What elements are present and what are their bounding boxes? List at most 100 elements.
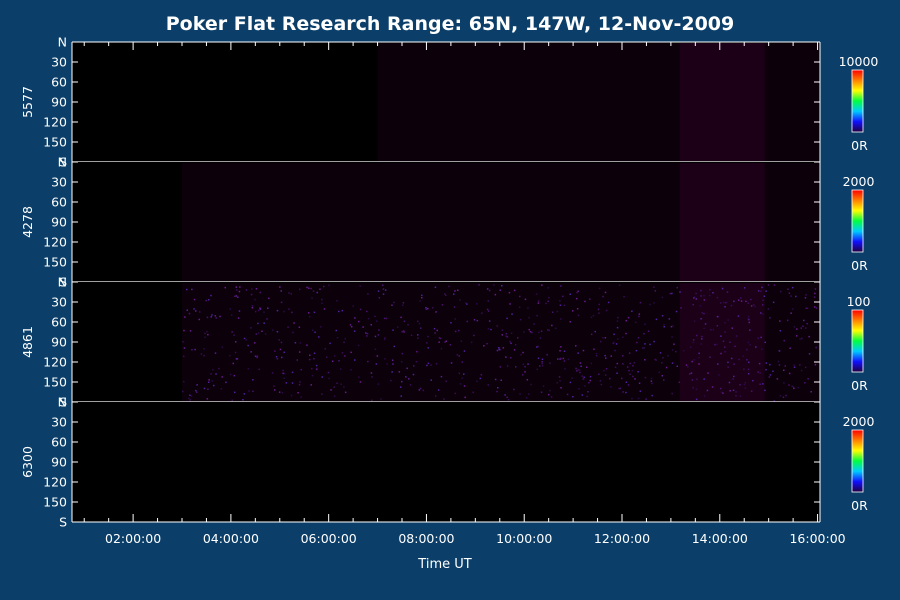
noise-speckle xyxy=(507,399,510,401)
noise-speckle xyxy=(509,340,511,343)
noise-speckle xyxy=(797,386,799,389)
noise-speckle xyxy=(629,373,631,375)
noise-speckle xyxy=(790,295,792,297)
noise-speckle xyxy=(604,291,607,294)
noise-speckle xyxy=(800,369,803,372)
noise-speckle xyxy=(576,308,579,310)
noise-speckle xyxy=(765,290,767,292)
noise-speckle xyxy=(366,310,368,313)
noise-speckle xyxy=(695,292,697,295)
colorbar-max-label: 100 xyxy=(847,294,871,309)
noise-speckle xyxy=(374,335,377,338)
noise-speckle xyxy=(313,352,316,354)
noise-speckle xyxy=(506,365,509,367)
noise-speckle xyxy=(421,297,423,299)
noise-speckle xyxy=(808,353,811,355)
noise-speckle xyxy=(617,316,619,319)
noise-speckle xyxy=(727,361,729,364)
noise-speckle xyxy=(639,390,642,392)
noise-speckle xyxy=(724,306,726,308)
emission-glow xyxy=(182,283,820,401)
noise-speckle xyxy=(321,376,323,378)
noise-speckle xyxy=(559,358,561,360)
noise-speckle xyxy=(236,289,238,291)
noise-speckle xyxy=(584,300,586,303)
noise-speckle xyxy=(791,385,793,387)
noise-speckle xyxy=(291,371,294,374)
noise-speckle xyxy=(231,331,233,333)
y-tick-label: 30 xyxy=(51,295,67,310)
noise-speckle xyxy=(427,335,429,338)
noise-speckle xyxy=(279,348,282,351)
noise-speckle xyxy=(323,285,325,288)
noise-speckle xyxy=(778,364,781,366)
noise-speckle xyxy=(494,293,497,296)
noise-speckle xyxy=(644,323,646,325)
noise-speckle xyxy=(359,285,361,287)
noise-speckle xyxy=(214,352,217,354)
noise-speckle xyxy=(761,286,763,289)
noise-speckle xyxy=(419,300,421,302)
noise-speckle xyxy=(748,321,750,324)
noise-speckle xyxy=(655,318,658,321)
noise-speckle xyxy=(635,349,638,352)
noise-speckle xyxy=(210,316,212,318)
noise-speckle xyxy=(259,307,261,309)
noise-speckle xyxy=(371,376,373,378)
noise-speckle xyxy=(518,306,521,308)
noise-speckle xyxy=(435,362,438,365)
noise-speckle xyxy=(234,351,237,354)
noise-speckle xyxy=(199,311,201,313)
noise-speckle xyxy=(566,393,569,396)
panel-plot-area xyxy=(72,402,820,522)
noise-speckle xyxy=(805,327,807,329)
noise-speckle xyxy=(486,342,488,345)
noise-speckle xyxy=(310,384,312,386)
noise-speckle xyxy=(749,344,751,346)
noise-speckle xyxy=(695,298,697,300)
noise-speckle xyxy=(400,395,402,397)
noise-speckle xyxy=(496,325,498,327)
noise-speckle xyxy=(618,387,620,390)
noise-speckle xyxy=(235,286,237,288)
noise-speckle xyxy=(599,340,602,343)
noise-speckle xyxy=(547,300,549,303)
noise-speckle xyxy=(476,319,479,322)
noise-speckle xyxy=(589,375,592,378)
noise-speckle xyxy=(537,357,540,359)
noise-speckle xyxy=(744,387,747,389)
noise-speckle xyxy=(791,308,794,310)
noise-speckle xyxy=(486,308,489,311)
noise-speckle xyxy=(701,335,703,338)
noise-speckle xyxy=(383,338,386,341)
noise-speckle xyxy=(616,326,619,329)
noise-speckle xyxy=(721,287,724,290)
noise-speckle xyxy=(662,357,664,359)
noise-speckle xyxy=(560,285,562,287)
noise-speckle xyxy=(229,354,231,357)
noise-speckle xyxy=(189,330,192,332)
noise-speckle xyxy=(636,341,638,344)
noise-speckle xyxy=(208,379,210,381)
noise-speckle xyxy=(476,380,478,383)
noise-speckle xyxy=(410,334,413,337)
noise-speckle xyxy=(350,369,352,371)
noise-speckle xyxy=(733,363,735,365)
noise-speckle xyxy=(195,389,197,392)
noise-speckle xyxy=(538,331,540,334)
noise-speckle xyxy=(607,301,610,304)
noise-speckle xyxy=(709,356,711,358)
noise-speckle xyxy=(537,300,540,302)
noise-speckle xyxy=(703,295,705,297)
noise-speckle xyxy=(393,345,395,348)
noise-speckle xyxy=(281,356,283,359)
noise-speckle xyxy=(251,305,254,307)
noise-speckle xyxy=(643,347,645,349)
noise-speckle xyxy=(791,286,794,289)
noise-speckle xyxy=(710,329,712,331)
noise-speckle xyxy=(668,318,671,320)
noise-speckle xyxy=(610,386,612,388)
noise-speckle xyxy=(540,391,543,393)
noise-speckle xyxy=(501,285,503,287)
noise-speckle xyxy=(650,377,653,380)
